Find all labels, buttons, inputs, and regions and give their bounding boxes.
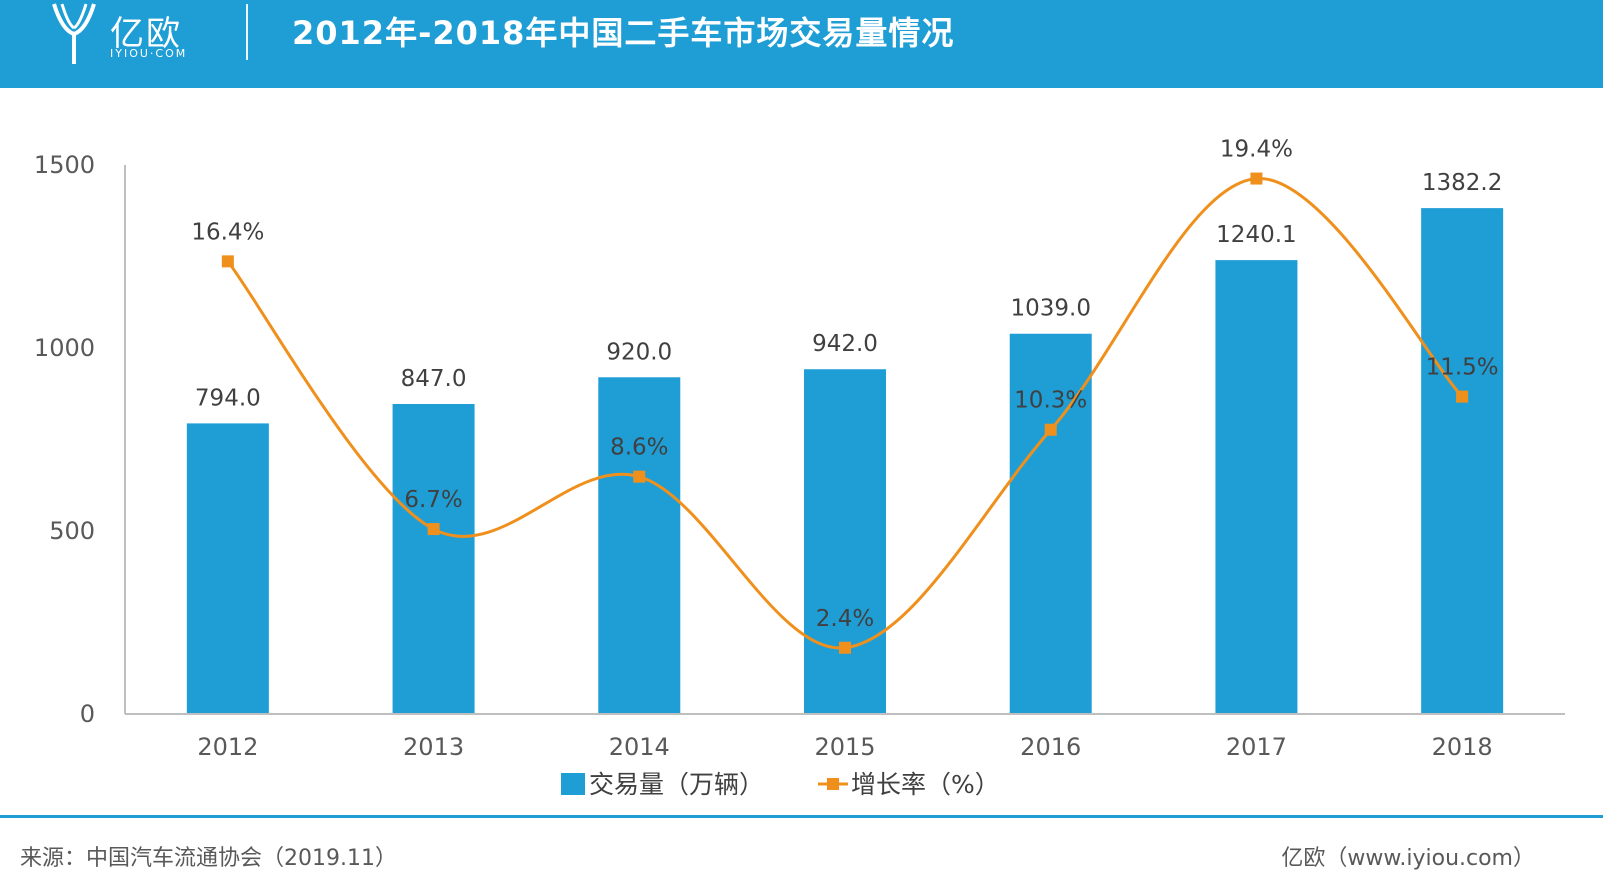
growth-marker-2014 [633,470,646,483]
bar-value-label: 920.0 [606,339,672,365]
bar-value-label: 1382.2 [1422,170,1502,196]
logo-glyph-icon [52,3,96,64]
legend-bar-label: 交易量（万辆） [589,770,764,799]
growth-value-label: 10.3% [1014,388,1087,414]
bar-2015 [804,369,886,714]
bar-2017 [1215,260,1298,714]
legend-bar-swatch [561,773,585,795]
y-tick-label: 1500 [34,151,95,179]
growth-marker-2016 [1044,423,1057,436]
source-note: 来源：中国汽车流通协会（2019.11） [20,846,397,871]
growth-marker-2013 [427,523,440,536]
legend: 交易量（万辆） 增长率（%） [561,770,1000,799]
logo: 亿欧 IYIOU·COM [48,0,238,88]
y-tick-label: 1000 [34,334,95,362]
header-banner: 亿欧 IYIOU·COM 2012年-2018年中国二手车市场交易量情况 [0,0,1603,88]
header-divider [246,4,248,60]
logo-text: 亿欧 [110,14,182,54]
growth-value-label: 6.7% [404,487,462,513]
growth-line-series [221,172,1469,654]
footer-rule [0,815,1603,818]
x-tick-label: 2013 [403,733,464,761]
bar-value-label: 1240.1 [1216,222,1296,248]
bar-value-label: 847.0 [401,366,467,392]
growth-value-label: 16.4% [191,219,264,245]
growth-value-labels: 16.4% 6.7% 8.6% 2.4% 10.3% 19.4% 11.5% [191,137,1498,632]
x-tick-label: 2012 [197,733,258,761]
growth-marker-2012 [221,255,234,268]
x-tick-label: 2015 [814,733,875,761]
y-tick-label: 500 [49,517,95,545]
growth-marker-2015 [839,641,851,654]
x-axis: 2012 2013 2014 2015 2016 2017 2018 [125,713,1565,761]
bar-2012 [186,423,269,714]
bar-value-label: 942.0 [812,331,878,357]
growth-marker-2018 [1456,390,1469,403]
bar-2014 [598,377,681,714]
bar-series [186,208,1504,714]
x-tick-label: 2014 [609,733,670,761]
x-tick-label: 2018 [1432,733,1493,761]
bar-2016 [1009,333,1092,714]
y-axis: 0 500 1000 1500 [34,151,126,728]
x-tick-label: 2017 [1226,733,1287,761]
legend-line-label: 增长率（%） [851,770,1000,799]
x-tick-label: 2016 [1020,733,1081,761]
growth-value-label: 19.4% [1220,137,1293,163]
logo-domain: IYIOU·COM [110,47,188,60]
growth-value-label: 11.5% [1426,355,1499,381]
legend-line-marker [827,778,839,790]
y-tick-label: 0 [80,700,95,728]
growth-marker-2017 [1250,172,1263,185]
bar-value-label: 794.0 [195,385,261,411]
bar-value-labels: 794.0 847.0 920.0 942.0 1039.0 1240.1 1382.2 [195,170,1502,411]
site-credit: 亿欧（www.iyiou.com） [1281,846,1535,871]
bar-value-label: 1039.0 [1010,296,1090,322]
chart-title: 2012年-2018年中国二手车市场交易量情况 [292,14,955,52]
growth-value-label: 2.4% [816,606,874,632]
bar-2018 [1421,208,1504,714]
bar-2013 [392,403,475,714]
growth-value-label: 8.6% [610,435,668,461]
